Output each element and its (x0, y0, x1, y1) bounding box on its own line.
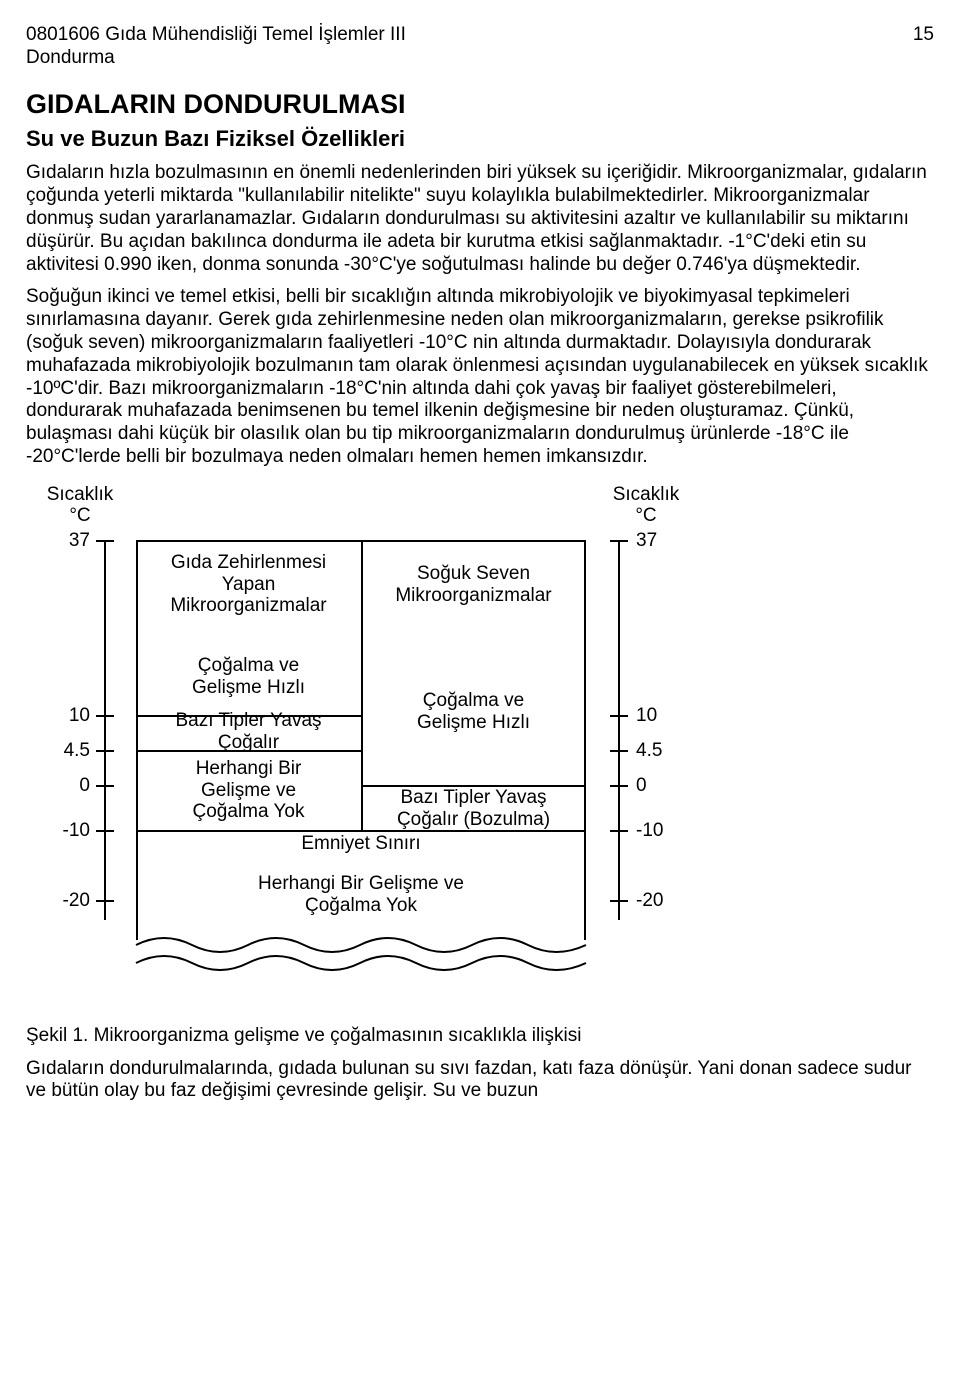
right-axis-title-1: Sıcaklık (613, 484, 680, 505)
course-line-2: Dondurma (26, 47, 406, 70)
tick-mark (610, 830, 628, 832)
left-axis-title: Sıcaklık °C (40, 485, 120, 527)
cell-bottom-none: Herhangi Bir Gelişme ve Çoğalma Yok (138, 873, 584, 917)
col-left-header: Gıda Zehirlenmesi Yapan Mikroorganizmala… (138, 552, 359, 618)
col-right-header: Soğuk Seven Mikroorganizmalar (363, 563, 584, 607)
tick-mark (610, 750, 628, 752)
safety-label: Emniyet Sınırı (241, 833, 481, 855)
body-paragraph-2: Soğuğun ikinci ve temel etkisi, belli bi… (26, 286, 934, 468)
page-header: 0801606 Gıda Mühendisliği Temel İşlemler… (26, 24, 934, 70)
tick-left-10: 10 (44, 706, 90, 725)
tick-right-10: 10 (636, 706, 682, 725)
tick-right-m20: -20 (636, 891, 682, 910)
course-line-1: 0801606 Gıda Mühendisliği Temel İşlemler… (26, 24, 406, 47)
tick-mark (96, 750, 114, 752)
tick-mark (610, 785, 628, 787)
page-subtitle: Su ve Buzun Bazı Fiziksel Özellikleri (26, 126, 934, 152)
tick-right-0: 0 (636, 776, 682, 795)
figure-caption: Şekil 1. Mikroorganizma gelişme ve çoğal… (26, 1025, 934, 1048)
cell-left-slow: Bazı Tipler Yavaş Çoğalır (138, 710, 359, 754)
wave-icon (134, 931, 588, 971)
tick-mark (610, 540, 628, 542)
tick-right-45: 4.5 (636, 741, 682, 760)
tick-mark (96, 785, 114, 787)
tick-left-37: 37 (44, 531, 90, 550)
left-axis-title-1: Sıcaklık (47, 484, 114, 505)
tick-left-0: 0 (44, 776, 90, 795)
right-axis-title-2: °C (635, 505, 656, 526)
page-number: 15 (913, 24, 934, 70)
tick-left-m10: -10 (44, 821, 90, 840)
cell-left-none: Herhangi Bir Gelişme ve Çoğalma Yok (138, 758, 359, 824)
tick-mark (96, 540, 114, 542)
tick-right-37: 37 (636, 531, 682, 550)
page-title: GIDALARIN DONDURULMASI (26, 88, 934, 120)
body-paragraph-3: Gıdaların dondurulmalarında, gıdada bulu… (26, 1058, 934, 1104)
tick-mark (96, 830, 114, 832)
right-axis-title: Sıcaklık °C (606, 485, 686, 527)
cell-right-slow: Bazı Tipler Yavaş Çoğalır (Bozulma) (363, 787, 584, 831)
tick-left-m20: -20 (44, 891, 90, 910)
right-axis-line (618, 540, 620, 920)
tick-mark (96, 900, 114, 902)
left-axis-title-2: °C (69, 505, 90, 526)
tick-left-45: 4.5 (44, 741, 90, 760)
left-axis-line (104, 540, 106, 920)
tick-mark (610, 900, 628, 902)
temperature-diagram: Sıcaklık °C Sıcaklık °C 37 10 4.5 0 -10 … (26, 485, 934, 995)
course-header: 0801606 Gıda Mühendisliği Temel İşlemler… (26, 24, 406, 70)
tick-mark (610, 715, 628, 717)
cell-left-fast: Çoğalma ve Gelişme Hızlı (138, 655, 359, 699)
tick-right-m10: -10 (636, 821, 682, 840)
tick-mark (96, 715, 114, 717)
body-paragraph-1: Gıdaların hızla bozulmasının en önemli n… (26, 162, 934, 276)
cell-right-fast: Çoğalma ve Gelişme Hızlı (363, 690, 584, 734)
